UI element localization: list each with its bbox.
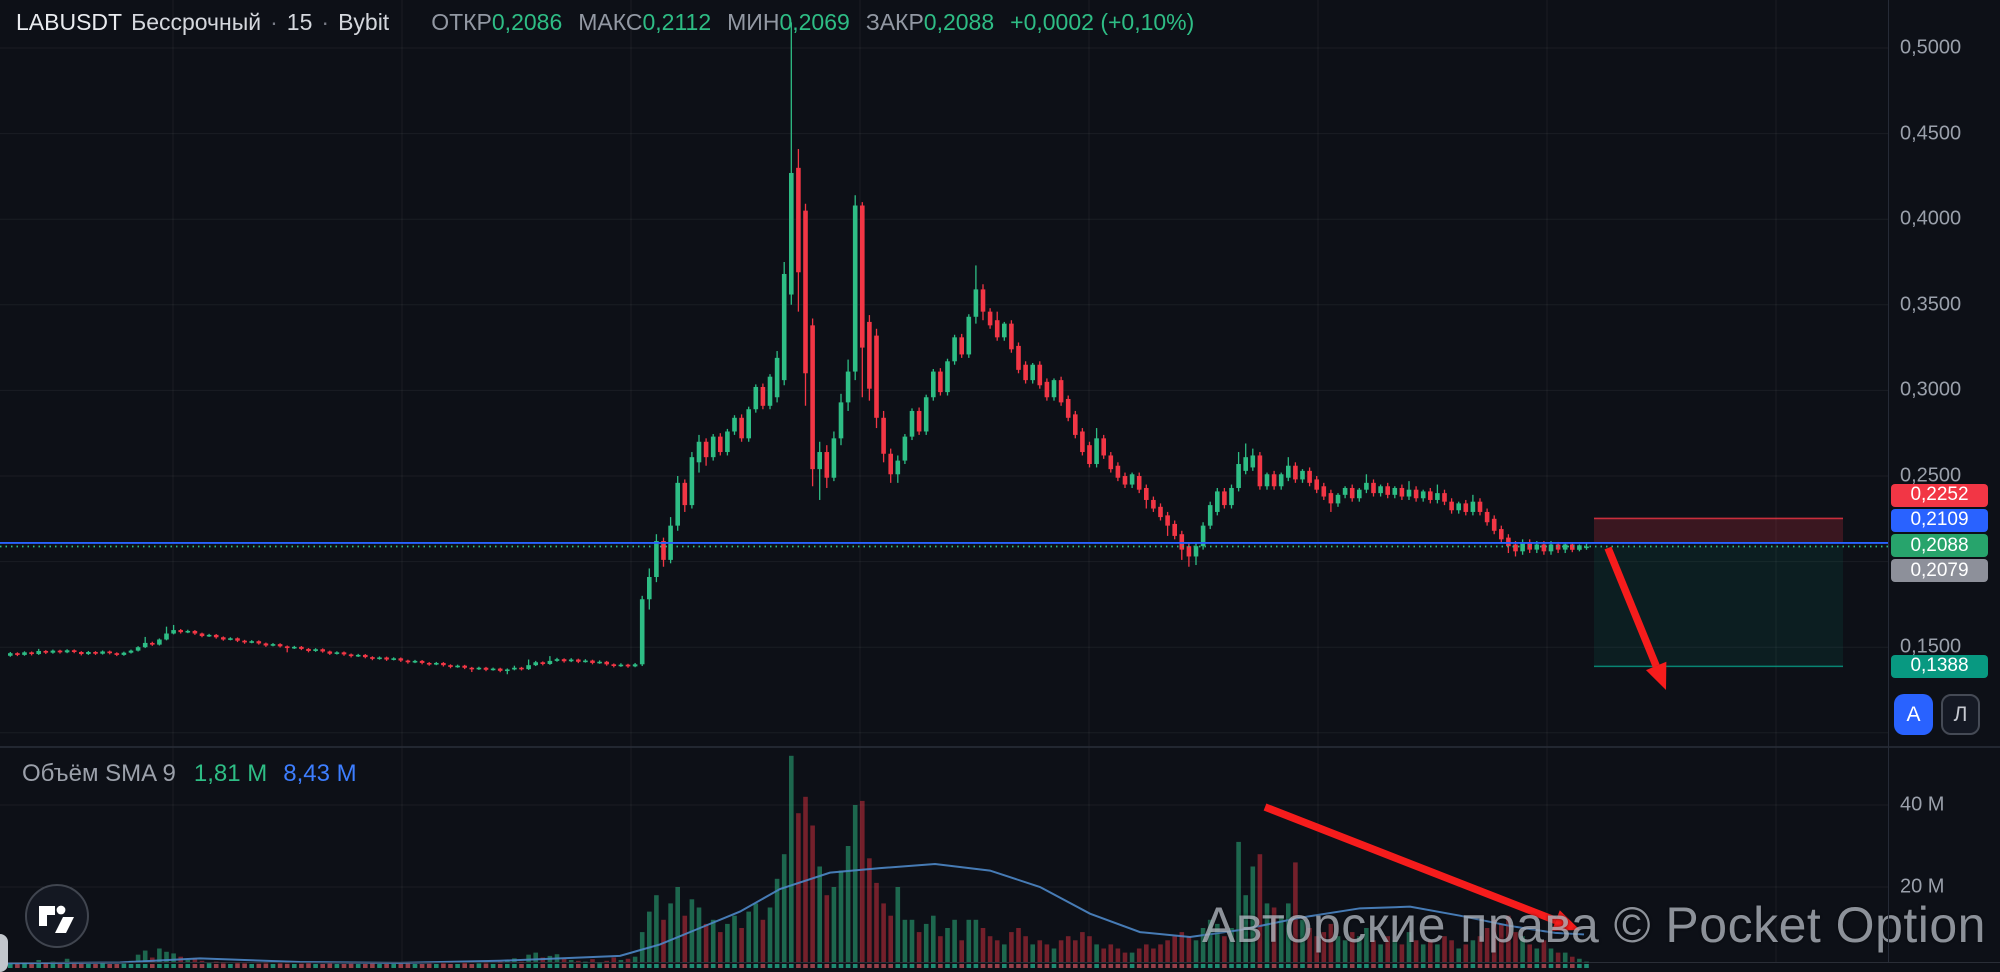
price-tick: 0,5000: [1900, 36, 1962, 59]
tradingview-logo[interactable]: [25, 884, 89, 948]
axis-buttons: А Л: [1894, 694, 1980, 735]
separator-dot: ·: [321, 9, 330, 35]
volume-tick: 40 M: [1900, 793, 1945, 816]
volume-sma-value: 8,43 М: [283, 760, 357, 787]
price-tick: 0,2500: [1900, 464, 1962, 487]
change-value: +0,0002 (+0,10%): [1010, 9, 1195, 35]
price-tick: 0,1500: [1900, 635, 1962, 658]
price-tick: 0,3000: [1900, 378, 1962, 401]
red-arrow-drawing[interactable]: [1263, 803, 1580, 931]
price-axis[interactable]: 0,5000 0,4500 0,4000 0,3500 0,3000 0,2500 0,15…: [1888, 0, 2000, 962]
interval-label: 15: [286, 9, 313, 35]
close-value: 0,2088: [923, 9, 995, 35]
high-label: МАКС: [578, 9, 643, 35]
symbol-name: LABUSDT: [16, 9, 123, 35]
price-axis-label[interactable]: 0,1388: [1891, 654, 1988, 678]
tradingview-logo-icon: [39, 905, 74, 933]
red-arrow-drawing[interactable]: [1604, 546, 1667, 690]
instrument-type: Бессрочный: [131, 9, 262, 35]
low-value: 0,2069: [779, 9, 850, 35]
volume-indicator-name: Объём SMA 9: [22, 760, 176, 787]
price-tick: 0,4500: [1900, 122, 1962, 145]
price-tick: 0,4000: [1900, 207, 1962, 230]
price-tick: 0,3500: [1900, 293, 1962, 316]
timeline-strip[interactable]: [8, 964, 1589, 968]
open-value: 0,2086: [491, 9, 563, 35]
separator-dot: ·: [270, 9, 278, 35]
auto-scale-button[interactable]: А: [1894, 694, 1933, 735]
left-edge-handle[interactable]: [0, 934, 8, 972]
short-position-tool[interactable]: [1594, 517, 1843, 668]
symbol-legend[interactable]: LABUSDT Бессрочный · 15 · Bybit ОТКР 0,2…: [16, 9, 1194, 36]
price-axis-label[interactable]: 0,2252: [1891, 483, 1988, 507]
low-label: МИН: [727, 9, 780, 35]
volume-series: [8, 755, 1589, 967]
close-label: ЗАКР: [865, 9, 924, 35]
candlestick-series: [8, 22, 1589, 675]
copyright-watermark: Авторские права © Pocket Option: [1202, 897, 1986, 953]
volume-sma-line: [7, 863, 1585, 965]
exchange-label: Bybit: [338, 9, 390, 35]
grid-lines: [0, 0, 1888, 962]
volume-legend[interactable]: Объём SMA 9 1,81 М 8,43 М: [22, 760, 357, 788]
price-axis-label[interactable]: 0,2079: [1891, 559, 1988, 582]
high-value: 0,2112: [642, 9, 712, 35]
price-axis-label[interactable]: 0,2109: [1891, 508, 1988, 532]
open-label: ОТКР: [431, 9, 492, 35]
log-scale-button[interactable]: Л: [1941, 694, 1980, 735]
volume-tick: 20 M: [1900, 875, 1945, 898]
price-axis-label[interactable]: 0,2088: [1891, 534, 1988, 557]
volume-current-value: 1,81 М: [193, 760, 268, 787]
